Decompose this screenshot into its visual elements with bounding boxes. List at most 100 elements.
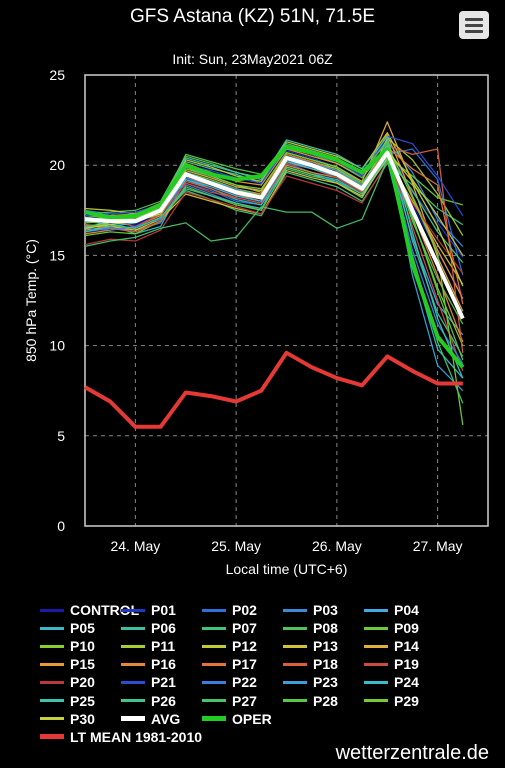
legend-label: P22 [232, 674, 257, 691]
legend-label: P24 [394, 674, 419, 691]
legend-label: P27 [232, 692, 257, 709]
legend-label: AVG [151, 710, 181, 727]
legend-label: P08 [313, 620, 338, 637]
legend-item-p11[interactable]: P11 [121, 638, 202, 654]
legend-item-p10[interactable]: P10 [40, 638, 121, 654]
legend-label: P25 [70, 692, 95, 709]
series-line-oper [84, 145, 465, 369]
legend-label: P23 [313, 674, 338, 691]
legend-row: P15 P16 P17 P18 P19 [40, 655, 500, 673]
legend-item-p23[interactable]: P23 [283, 674, 364, 690]
legend-label: P01 [151, 602, 176, 619]
legend-item-p07[interactable]: P07 [202, 620, 283, 636]
legend-item-p22[interactable]: P22 [202, 674, 283, 690]
legend-item-p16[interactable]: P16 [121, 656, 202, 672]
legend-swatch [121, 644, 145, 648]
legend-swatch [40, 680, 64, 684]
legend-swatch [40, 734, 64, 740]
legend-swatch [283, 608, 307, 612]
legend-item-p27[interactable]: P27 [202, 693, 283, 709]
legend-label: P14 [394, 638, 419, 655]
legend-swatch [40, 662, 64, 666]
legend-item-p14[interactable]: P14 [364, 638, 445, 654]
legend-label: P04 [394, 602, 419, 619]
x-tick-label: 24. May [110, 538, 160, 554]
series-line-lt-mean [84, 350, 463, 429]
legend-swatch [202, 699, 226, 703]
hamburger-menu-icon[interactable] [459, 11, 489, 39]
y-tick-label: 25 [49, 67, 65, 83]
legend-item-p29[interactable]: P29 [364, 693, 445, 709]
series-line-avg [84, 150, 465, 320]
legend-swatch [364, 626, 388, 630]
legend-item-p20[interactable]: P20 [40, 674, 121, 690]
legend-item-oper[interactable]: OPER [202, 711, 283, 727]
y-tick-label: 15 [49, 247, 65, 263]
legend-item-p08[interactable]: P08 [283, 620, 364, 636]
legend-label: P06 [151, 620, 176, 637]
legend-label: P15 [70, 656, 95, 673]
legend-item-p09[interactable]: P09 [364, 620, 445, 636]
legend-item-p24[interactable]: P24 [364, 674, 445, 690]
legend-label: P30 [70, 710, 95, 727]
legend-swatch [202, 680, 226, 684]
legend-item-avg[interactable]: AVG [121, 711, 202, 727]
legend-item-p18[interactable]: P18 [283, 656, 364, 672]
legend-item-p19[interactable]: P19 [364, 656, 445, 672]
legend-label: P09 [394, 620, 419, 637]
legend-item-p30[interactable]: P30 [40, 711, 121, 727]
x-tick-label: 27. May [413, 538, 463, 554]
legend-swatch [40, 644, 64, 648]
x-tick-label: 26. May [312, 538, 362, 554]
legend-item-p03[interactable]: P03 [283, 602, 364, 618]
legend-swatch [364, 608, 388, 612]
legend-label: OPER [232, 710, 272, 727]
legend-label: P10 [70, 638, 95, 655]
legend-swatch [283, 699, 307, 703]
legend-item-p17[interactable]: P17 [202, 656, 283, 672]
legend-item-p02[interactable]: P02 [202, 602, 283, 618]
legend-item-p06[interactable]: P06 [121, 620, 202, 636]
legend-item-p15[interactable]: P15 [40, 656, 121, 672]
legend-swatch [202, 626, 226, 630]
legend-swatch [202, 608, 226, 612]
legend-item-p12[interactable]: P12 [202, 638, 283, 654]
menu-bar-top [465, 18, 483, 21]
legend-item-p01[interactable]: P01 [121, 602, 202, 618]
series-line-p26 [84, 155, 464, 264]
legend-row: CONTROL P01 P02 P03 P04 [40, 601, 500, 619]
legend-label: P02 [232, 602, 257, 619]
legend-swatch [40, 626, 64, 630]
chart-legend: CONTROL P01 P02 P03 P04 P05 P06 P07 P08 P09 P10 P11… [40, 601, 500, 746]
legend-swatch [40, 608, 64, 612]
legend-label: P26 [151, 692, 176, 709]
y-tick-label: 5 [57, 428, 65, 444]
legend-item-p05[interactable]: P05 [40, 620, 121, 636]
legend-item-p13[interactable]: P13 [283, 638, 364, 654]
legend-item-control[interactable]: CONTROL [40, 602, 139, 618]
legend-row: P05 P06 P07 P08 P09 [40, 619, 500, 637]
legend-item-p26[interactable]: P26 [121, 693, 202, 709]
legend-swatch [364, 662, 388, 666]
x-axis-label: Local time (UTC+6) [226, 561, 348, 577]
legend-item-p28[interactable]: P28 [283, 693, 364, 709]
legend-swatch [364, 699, 388, 703]
legend-label: P28 [313, 692, 338, 709]
legend-label: P11 [151, 638, 176, 655]
legend-item-p04[interactable]: P04 [364, 602, 445, 618]
legend-item-p21[interactable]: P21 [121, 674, 202, 690]
legend-swatch [121, 680, 145, 684]
legend-label: P07 [232, 620, 257, 637]
chart-subtitle: Init: Sun, 23May2021 06Z [172, 51, 333, 67]
legend-item-lt-mean-1981-2010[interactable]: LT MEAN 1981-2010 [40, 729, 240, 745]
site-credit[interactable]: wetterzentrale.de [335, 742, 489, 764]
legend-label: P16 [151, 656, 176, 673]
legend-row: LT MEAN 1981-2010 [40, 728, 500, 746]
series-line-p29 [84, 144, 464, 426]
legend-label: P13 [313, 638, 338, 655]
plot-frame [84, 74, 489, 527]
legend-swatch [283, 662, 307, 666]
legend-label: P05 [70, 620, 95, 637]
legend-item-p25[interactable]: P25 [40, 693, 121, 709]
legend-row: P10 P11 P12 P13 P14 [40, 637, 500, 655]
